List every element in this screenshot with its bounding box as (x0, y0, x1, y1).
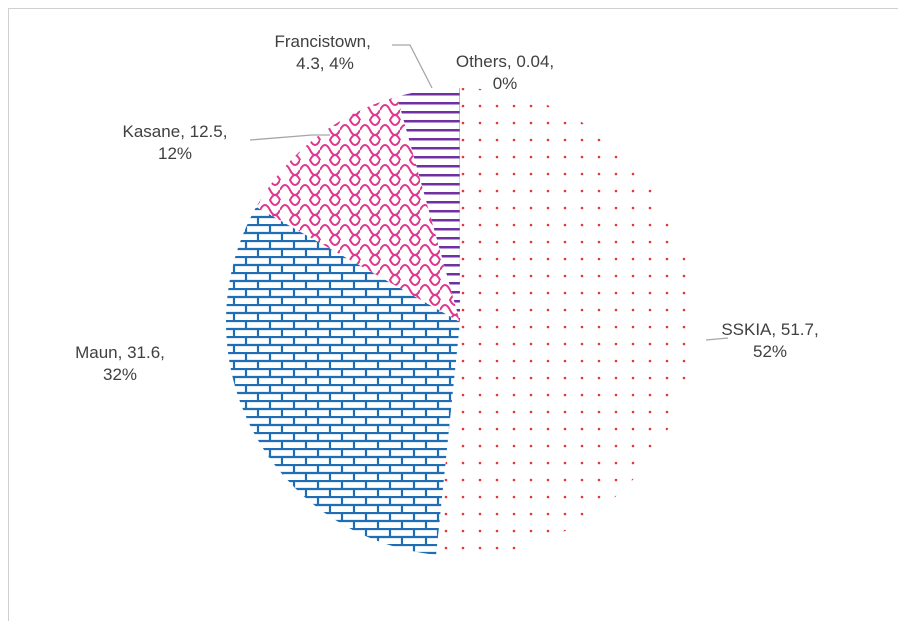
label-value: 51.7 (781, 320, 814, 339)
leader-line (392, 44, 433, 89)
label-category: Kasane (123, 122, 181, 141)
data-label: Others, 0.04, 0% (456, 52, 554, 93)
chart-frame (8, 8, 898, 621)
label-value: 4.3 (296, 54, 320, 73)
label-value: 0.04 (516, 52, 549, 71)
label-value: 31.6 (127, 343, 160, 362)
label-category: Francistown (274, 32, 366, 51)
label-category: Maun (75, 343, 118, 362)
label-percent: 0% (493, 74, 518, 93)
pie-slice (436, 88, 694, 556)
data-label: Maun, 31.6, 32% (75, 343, 165, 384)
label-category: SSKIA (721, 320, 772, 339)
pie-slice (459, 88, 460, 322)
leader-line (705, 337, 729, 341)
label-percent: 4% (329, 54, 354, 73)
data-label: Kasane, 12.5, 12% (123, 122, 228, 163)
label-percent: 52% (753, 342, 787, 361)
label-value: 12.5 (190, 122, 223, 141)
label-percent: 12% (158, 144, 192, 163)
data-label: Francistown, 4.3, 4% (274, 32, 375, 73)
data-label: SSKIA, 51.7, 52% (721, 320, 818, 361)
pie-slice (256, 96, 460, 322)
label-category: Others (456, 52, 507, 71)
pie-slice (225, 206, 460, 555)
label-percent: 32% (103, 365, 137, 384)
leader-line (249, 134, 330, 141)
pie-slice (397, 88, 460, 323)
